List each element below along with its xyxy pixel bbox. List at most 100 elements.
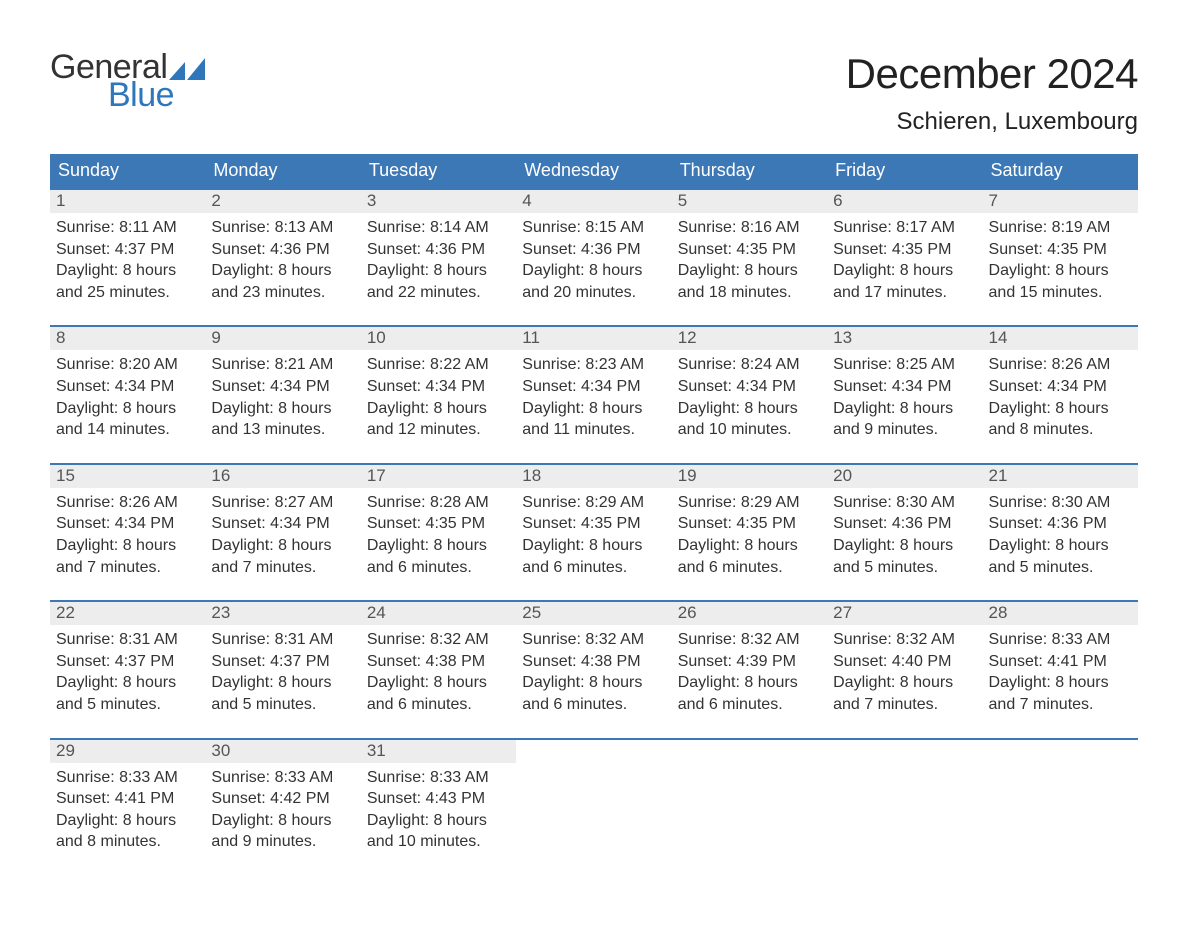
sunset-text: Sunset: 4:39 PM [678,651,821,673]
daylight-text: and 5 minutes. [989,557,1132,579]
day-of-week-header-row: Sunday Monday Tuesday Wednesday Thursday… [50,154,1138,188]
day-details-cell: Sunrise: 8:28 AMSunset: 4:35 PMDaylight:… [361,488,516,578]
sunset-text: Sunset: 4:38 PM [522,651,665,673]
sunset-text: Sunset: 4:36 PM [522,239,665,261]
sunset-text: Sunset: 4:35 PM [678,513,821,535]
daylight-text: and 23 minutes. [211,282,354,304]
daylight-text: Daylight: 8 hours [678,535,821,557]
day-number-cell: 26 [672,602,827,625]
day-number: 5 [678,191,687,210]
day-number-cell: 2 [205,190,360,213]
daylight-text: and 9 minutes. [833,419,976,441]
sunrise-text: Sunrise: 8:21 AM [211,354,354,376]
sunrise-text: Sunrise: 8:30 AM [989,492,1132,514]
day-number: 29 [56,741,75,760]
day-details-cell [672,763,827,853]
daylight-text: Daylight: 8 hours [367,260,510,282]
dow-thursday: Thursday [672,154,827,188]
day-details-cell: Sunrise: 8:26 AMSunset: 4:34 PMDaylight:… [983,350,1138,440]
day-number: 20 [833,466,852,485]
sunrise-text: Sunrise: 8:24 AM [678,354,821,376]
sunset-text: Sunset: 4:42 PM [211,788,354,810]
daylight-text: Daylight: 8 hours [522,672,665,694]
day-number: 12 [678,328,697,347]
calendar-week: 1234567Sunrise: 8:11 AMSunset: 4:37 PMDa… [50,188,1138,303]
sunset-text: Sunset: 4:36 PM [211,239,354,261]
daylight-text: and 6 minutes. [678,557,821,579]
dow-wednesday: Wednesday [516,154,671,188]
sunrise-text: Sunrise: 8:15 AM [522,217,665,239]
day-details-row: Sunrise: 8:33 AMSunset: 4:41 PMDaylight:… [50,763,1138,853]
title-block: December 2024 Schieren, Luxembourg [846,50,1138,136]
day-details-cell: Sunrise: 8:30 AMSunset: 4:36 PMDaylight:… [827,488,982,578]
sunrise-text: Sunrise: 8:30 AM [833,492,976,514]
day-details-row: Sunrise: 8:20 AMSunset: 4:34 PMDaylight:… [50,350,1138,440]
day-number-cell: 16 [205,465,360,488]
daylight-text: and 6 minutes. [522,557,665,579]
calendar-table: Sunday Monday Tuesday Wednesday Thursday… [50,154,1138,853]
day-number-cell: 18 [516,465,671,488]
day-details-cell: Sunrise: 8:11 AMSunset: 4:37 PMDaylight:… [50,213,205,303]
daylight-text: Daylight: 8 hours [833,260,976,282]
day-details-cell: Sunrise: 8:33 AMSunset: 4:41 PMDaylight:… [983,625,1138,715]
day-number: 10 [367,328,386,347]
day-details-cell: Sunrise: 8:20 AMSunset: 4:34 PMDaylight:… [50,350,205,440]
sunset-text: Sunset: 4:36 PM [989,513,1132,535]
sunrise-text: Sunrise: 8:13 AM [211,217,354,239]
daylight-text: Daylight: 8 hours [211,672,354,694]
day-number: 17 [367,466,386,485]
daylight-text: and 7 minutes. [833,694,976,716]
day-number-cell: 10 [361,327,516,350]
day-details-cell: Sunrise: 8:29 AMSunset: 4:35 PMDaylight:… [672,488,827,578]
sunset-text: Sunset: 4:35 PM [522,513,665,535]
day-details-cell: Sunrise: 8:25 AMSunset: 4:34 PMDaylight:… [827,350,982,440]
sunset-text: Sunset: 4:37 PM [56,651,199,673]
daylight-text: and 14 minutes. [56,419,199,441]
sunrise-text: Sunrise: 8:23 AM [522,354,665,376]
day-details-cell: Sunrise: 8:32 AMSunset: 4:38 PMDaylight:… [361,625,516,715]
day-number: 9 [211,328,220,347]
day-details-cell: Sunrise: 8:32 AMSunset: 4:40 PMDaylight:… [827,625,982,715]
sunrise-text: Sunrise: 8:32 AM [678,629,821,651]
day-number-cell: 13 [827,327,982,350]
weeks-container: 1234567Sunrise: 8:11 AMSunset: 4:37 PMDa… [50,188,1138,853]
day-number-cell: 31 [361,740,516,763]
day-number: 1 [56,191,65,210]
day-number-cell: 8 [50,327,205,350]
daylight-text: and 25 minutes. [56,282,199,304]
dow-monday: Monday [205,154,360,188]
day-details-cell: Sunrise: 8:31 AMSunset: 4:37 PMDaylight:… [205,625,360,715]
day-number-cell: 30 [205,740,360,763]
dow-saturday: Saturday [983,154,1138,188]
sunrise-text: Sunrise: 8:32 AM [367,629,510,651]
sunrise-text: Sunrise: 8:11 AM [56,217,199,239]
sunrise-text: Sunrise: 8:33 AM [367,767,510,789]
sunrise-text: Sunrise: 8:29 AM [678,492,821,514]
day-details-cell [516,763,671,853]
day-number-cell: 4 [516,190,671,213]
day-details-cell [983,763,1138,853]
day-details-cell: Sunrise: 8:15 AMSunset: 4:36 PMDaylight:… [516,213,671,303]
daylight-text: Daylight: 8 hours [833,535,976,557]
day-number-cell [516,740,671,763]
sunrise-text: Sunrise: 8:26 AM [56,492,199,514]
daylight-text: and 11 minutes. [522,419,665,441]
day-details-cell: Sunrise: 8:33 AMSunset: 4:43 PMDaylight:… [361,763,516,853]
daylight-text: Daylight: 8 hours [367,398,510,420]
day-number-cell: 11 [516,327,671,350]
day-number-cell: 28 [983,602,1138,625]
day-number-cell: 17 [361,465,516,488]
daylight-text: Daylight: 8 hours [989,672,1132,694]
daylight-text: Daylight: 8 hours [678,672,821,694]
daylight-text: and 12 minutes. [367,419,510,441]
sunset-text: Sunset: 4:37 PM [56,239,199,261]
day-details-cell: Sunrise: 8:27 AMSunset: 4:34 PMDaylight:… [205,488,360,578]
dow-sunday: Sunday [50,154,205,188]
sunrise-text: Sunrise: 8:27 AM [211,492,354,514]
day-number-cell: 5 [672,190,827,213]
daylight-text: and 10 minutes. [678,419,821,441]
sunset-text: Sunset: 4:35 PM [833,239,976,261]
sunset-text: Sunset: 4:35 PM [367,513,510,535]
daylight-text: and 15 minutes. [989,282,1132,304]
month-title: December 2024 [846,50,1138,98]
